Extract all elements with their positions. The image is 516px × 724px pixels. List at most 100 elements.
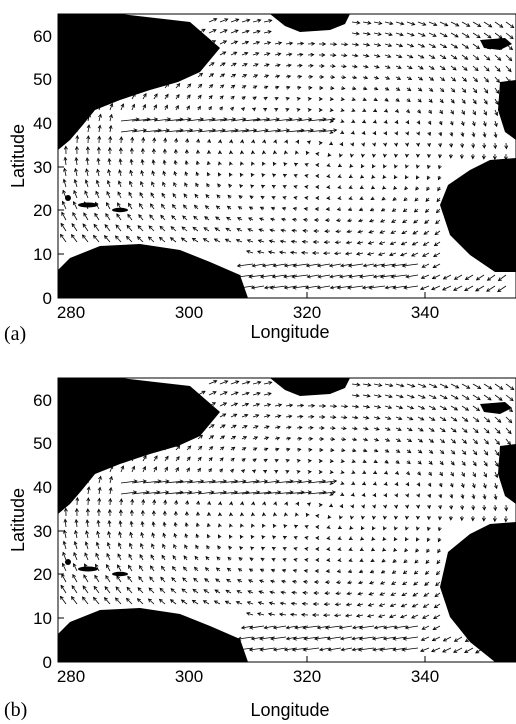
velocity-arrow — [373, 32, 382, 35]
velocity-arrow — [105, 575, 111, 583]
velocity-arrow-head — [209, 84, 214, 89]
velocity-arrow-head — [453, 55, 458, 60]
velocity-arrow-head — [351, 481, 356, 485]
velocity-arrow-head — [173, 532, 178, 538]
velocity-arrow — [208, 413, 215, 418]
velocity-arrow — [461, 383, 470, 389]
velocity-arrow-head — [289, 250, 295, 255]
velocity-arrow-head — [421, 395, 426, 399]
velocity-arrow — [72, 574, 78, 583]
velocity-arrow-head — [450, 461, 455, 466]
velocity-arrow — [263, 41, 271, 45]
velocity-arrow-head — [305, 512, 310, 517]
velocity-arrow-head — [348, 547, 353, 551]
velocity-arrow-head — [487, 396, 492, 401]
velocity-arrow-head — [346, 580, 352, 585]
velocity-arrow — [439, 43, 447, 48]
velocity-arrow — [406, 416, 413, 420]
velocity-arrow — [362, 427, 369, 430]
velocity-arrow — [149, 214, 155, 221]
velocity-arrow-head — [384, 97, 389, 102]
velocity-arrow — [170, 599, 177, 605]
velocity-arrow — [406, 274, 419, 278]
velocity-arrow-head — [64, 123, 69, 128]
velocity-arrow-head — [438, 154, 442, 159]
velocity-arrow-head — [224, 18, 229, 22]
velocity-arrow — [214, 227, 221, 232]
velocity-arrow-head — [76, 101, 81, 107]
velocity-arrow — [384, 427, 391, 431]
velocity-arrow-head — [198, 445, 203, 450]
velocity-arrow-head — [162, 170, 167, 175]
velocity-arrow-head — [87, 464, 92, 469]
velocity-arrow-head — [346, 591, 351, 596]
velocity-arrow — [483, 65, 490, 72]
velocity-arrow-head — [117, 202, 121, 207]
velocity-arrow — [208, 129, 226, 133]
velocity-arrow-head — [383, 164, 387, 169]
velocity-arrow-head — [85, 146, 90, 151]
velocity-arrow — [241, 491, 260, 495]
velocity-arrow-head — [399, 394, 404, 399]
velocity-arrow-head — [200, 39, 206, 44]
velocity-arrow — [373, 383, 382, 386]
velocity-arrow-head — [246, 239, 251, 243]
velocity-arrow-head — [335, 580, 341, 585]
velocity-arrow — [186, 61, 193, 67]
velocity-arrow-head — [431, 637, 436, 642]
velocity-arrow-head — [377, 405, 382, 409]
velocity-arrow-head — [106, 201, 110, 207]
velocity-arrow — [439, 438, 445, 443]
velocity-arrow-head — [119, 498, 124, 503]
land-masses — [58, 14, 516, 298]
velocity-arrow-head — [307, 97, 312, 101]
velocity-arrow-head — [509, 35, 514, 40]
velocity-arrow — [164, 423, 171, 429]
velocity-arrow — [203, 589, 210, 594]
velocity-arrow-head — [361, 130, 366, 135]
velocity-arrow-head — [204, 216, 209, 220]
velocity-arrow-head — [321, 53, 326, 57]
velocity-arrow-head — [202, 238, 207, 242]
velocity-arrow-head — [263, 96, 268, 101]
velocity-arrow — [197, 412, 204, 418]
velocity-arrow-head — [173, 543, 177, 549]
velocity-arrow-head — [300, 250, 306, 255]
velocity-arrow — [151, 181, 155, 188]
velocity-arrow-head — [312, 602, 317, 606]
velocity-arrow-head — [252, 107, 257, 112]
velocity-arrow-head — [418, 87, 423, 92]
velocity-arrow — [439, 405, 447, 410]
velocity-arrow-head — [437, 527, 442, 532]
velocity-arrow-head — [107, 508, 112, 513]
velocity-arrow-head — [184, 160, 189, 165]
velocity-arrow-head — [439, 99, 444, 104]
velocity-arrow-head — [271, 546, 276, 551]
velocity-arrow — [197, 84, 202, 89]
velocity-arrow-head — [285, 470, 290, 474]
y-axis-label: Latitude — [8, 488, 28, 552]
velocity-arrow — [197, 129, 216, 133]
velocity-arrow-head — [262, 139, 266, 144]
velocity-arrow-head — [172, 192, 177, 198]
velocity-arrow-head — [275, 74, 281, 79]
velocity-arrow-head — [357, 647, 362, 652]
velocity-arrow — [280, 240, 287, 243]
velocity-arrow-head — [285, 97, 290, 101]
velocity-arrow — [435, 219, 441, 224]
velocity-arrow — [494, 43, 502, 50]
velocity-arrow-head — [243, 425, 248, 429]
velocity-arrow-head — [95, 190, 100, 195]
velocity-arrow-head — [365, 404, 371, 409]
velocity-arrow-head — [291, 217, 297, 222]
velocity-arrow-head — [361, 492, 366, 497]
velocity-arrow — [164, 129, 183, 133]
velocity-arrow-head — [422, 384, 427, 388]
velocity-arrow-head — [304, 536, 309, 540]
velocity-arrow — [406, 32, 415, 36]
velocity-arrow — [264, 625, 276, 629]
velocity-arrow-head — [197, 105, 201, 110]
velocity-arrow-head — [344, 42, 349, 47]
velocity-arrow-head — [393, 547, 398, 552]
velocity-arrow-head — [150, 203, 154, 208]
